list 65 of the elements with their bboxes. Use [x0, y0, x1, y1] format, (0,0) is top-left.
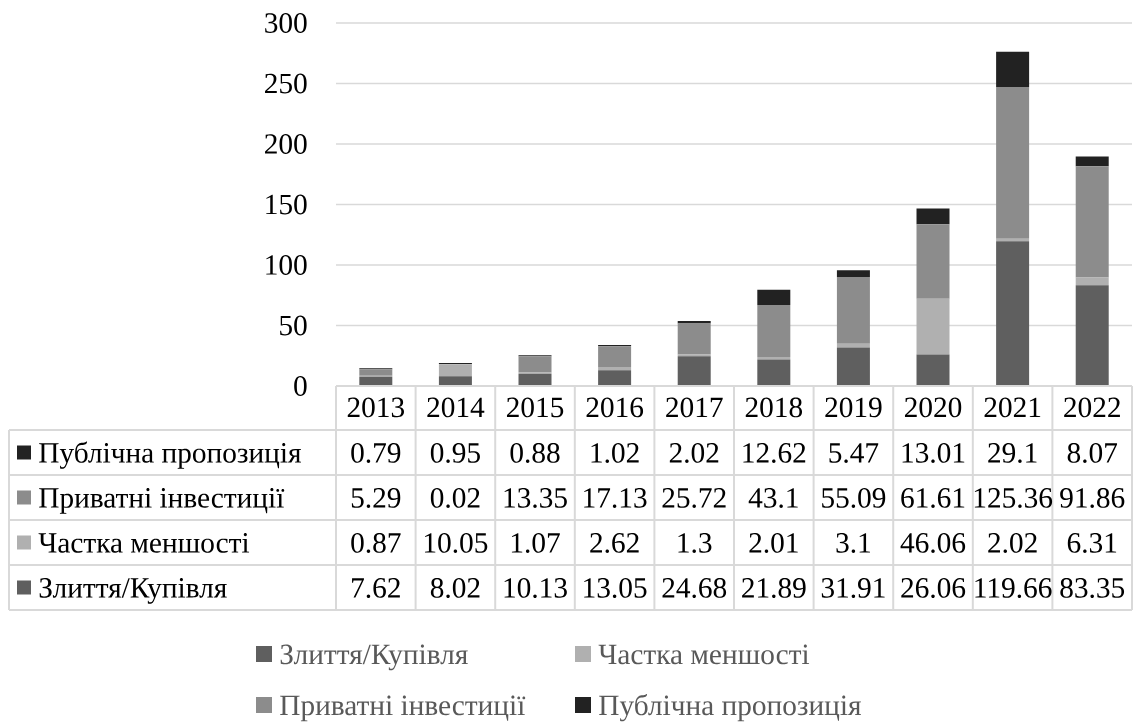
- text: Приватні інвестиції: [280, 695, 526, 722]
- data-label: 3.1: [836, 533, 870, 553]
- x-tick-label: 2013: [347, 397, 404, 418]
- x-tick-label: 2022: [1064, 397, 1120, 418]
- x-tick-label: 2019: [825, 397, 882, 418]
- data-label: 12.62: [743, 443, 806, 463]
- data-label: 7.62: [352, 578, 400, 598]
- data-label: 0.02: [430, 487, 480, 508]
- y-tick-label: 300: [265, 13, 307, 33]
- data-label: 125.36: [974, 488, 1053, 508]
- data-label: 1.3: [678, 533, 712, 553]
- data-label: 25.72: [662, 488, 726, 508]
- data-label: 61.61: [901, 488, 965, 508]
- y-tick-label: 100: [266, 255, 307, 275]
- data-label: 0.88: [510, 442, 560, 463]
- text: Злиття/Купівля: [280, 644, 468, 671]
- data-label: 26.06: [901, 577, 966, 598]
- data-label: 6.31: [1067, 533, 1117, 553]
- data-label: 43.1: [748, 488, 798, 508]
- x-tick-label: 2021: [984, 397, 1041, 418]
- legend-label: Публічна пропозиція: [39, 441, 301, 469]
- x-tick-label: 2017: [666, 397, 723, 418]
- data-label: 55.09: [822, 487, 886, 508]
- data-label: 83.35: [1060, 577, 1125, 598]
- y-tick-label: 250: [265, 73, 307, 94]
- y-tick-label: 50: [280, 315, 307, 336]
- data-label: 5.47: [829, 443, 879, 463]
- data-label: 13.35: [504, 488, 567, 508]
- data-label: 29.1: [988, 443, 1037, 463]
- x-tick-label: 2020: [904, 397, 962, 418]
- text: Публічна пропозиція: [599, 694, 861, 722]
- data-label: 2.02: [988, 532, 1037, 553]
- data-label: 5.29: [351, 488, 401, 508]
- x-tick-label: 2014: [427, 397, 485, 418]
- data-label: 0.95: [430, 442, 480, 463]
- data-label: 21.89: [742, 577, 806, 598]
- text: Частка меншості: [598, 644, 810, 665]
- y-tick-label: 150: [266, 194, 307, 215]
- data-label: 8.07: [1067, 442, 1118, 463]
- data-label: 0.79: [351, 442, 401, 463]
- data-label: 10.13: [504, 577, 567, 598]
- data-label: 2.01: [749, 532, 798, 553]
- data-label: 24.68: [662, 577, 727, 598]
- data-label: 46.06: [900, 532, 966, 553]
- y-tick-label: 200: [265, 134, 307, 154]
- x-tick-label: 2016: [586, 397, 644, 418]
- data-label: 1.07: [511, 532, 560, 553]
- data-label: 17.13: [584, 488, 647, 508]
- data-label: 119.66: [975, 578, 1052, 598]
- data-label: 2.02: [669, 442, 719, 463]
- legend-label: Приватні інвестиції: [39, 488, 285, 514]
- data-label: 8.02: [430, 577, 480, 598]
- data-label: 1.02: [591, 442, 639, 463]
- data-label: 0.87: [351, 532, 401, 553]
- data-label: 91.86: [1060, 487, 1125, 508]
- legend-label: Частка меншості: [38, 533, 250, 553]
- legend-label: Злиття/Купівля: [39, 578, 227, 604]
- data-label: 13.01: [902, 442, 965, 463]
- data-label: 10.05: [424, 532, 488, 553]
- data-label: 2.62: [590, 533, 639, 553]
- x-tick-label: 2018: [745, 397, 803, 418]
- data-label: 31.91: [821, 578, 885, 598]
- y-tick-label: 0: [294, 376, 307, 396]
- data-label: 13.05: [584, 577, 647, 598]
- x-tick-label: 2015: [506, 397, 564, 418]
